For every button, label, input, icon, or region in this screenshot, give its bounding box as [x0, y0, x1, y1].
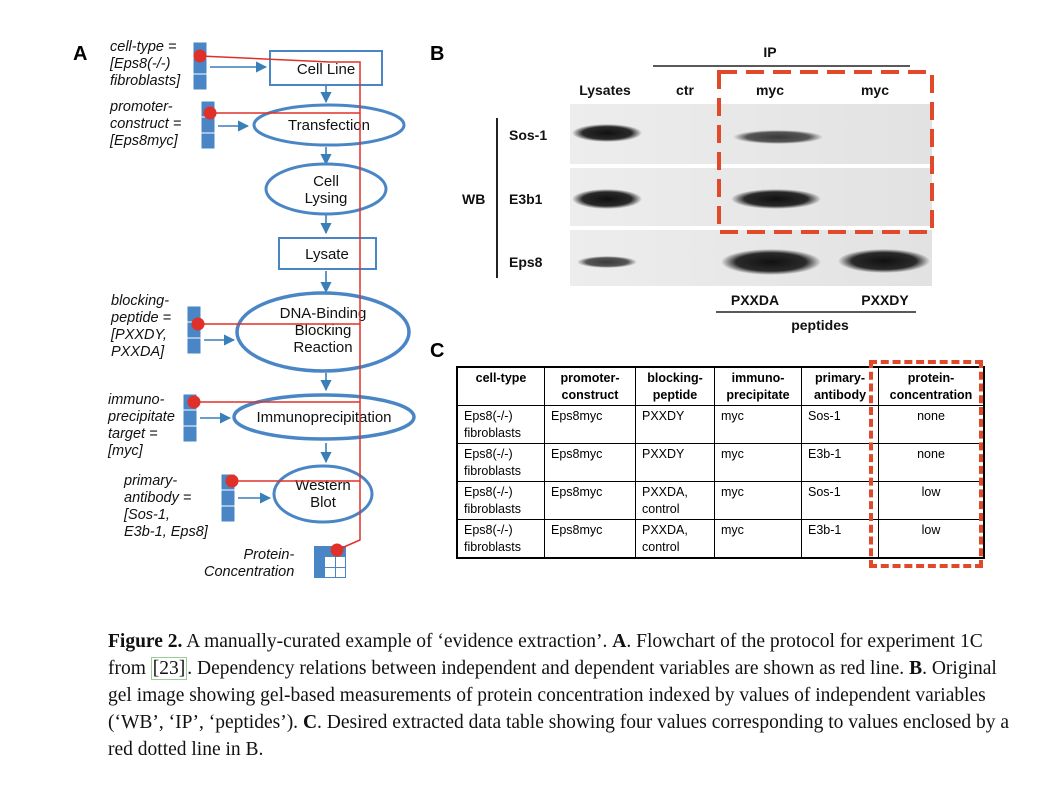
table-row: Eps8(-/-) fibroblasts Eps8myc PXXDY myc E3b-…: [456, 443, 985, 482]
ip-label: IP: [763, 44, 776, 60]
caption-text: . Flowchart of the protocol for experime…: [108, 631, 983, 679]
caption-text: A manually-curated example of ‘evidence …: [182, 631, 613, 652]
table-cell: Eps8myc: [544, 519, 636, 559]
figure-caption: Figure 2. A manually-curated example of …: [108, 628, 1023, 763]
node-label: Lysate: [305, 246, 349, 263]
table-cell: E3b-1: [801, 519, 879, 559]
col-header: protein- concentration: [878, 366, 985, 406]
node-transfection: Transfection: [252, 103, 406, 147]
peptide-pxxda: PXXDA: [731, 292, 779, 308]
table-cell: low: [878, 481, 985, 520]
node-immunoprecipitation: Immunoprecipitation: [232, 393, 416, 441]
node-cell-line: Cell Line: [269, 50, 383, 86]
caption-ref-b: B: [909, 658, 923, 679]
node-cell-lysing: Cell Lysing: [264, 162, 388, 216]
var-primary-antibody: primary- antibody = [Sos-1, E3b-1, Eps8]: [124, 473, 208, 540]
table-cell: myc: [714, 519, 802, 559]
wb-label: WB: [462, 191, 485, 207]
table-cell: myc: [714, 405, 802, 444]
col-myc-1: myc: [756, 82, 784, 98]
table-cell: PXXDA, control: [635, 481, 715, 520]
caption-text: . Dependency relations between independe…: [187, 658, 910, 679]
table-cell: Eps8(-/-) fibroblasts: [456, 481, 545, 520]
table-cell: Sos-1: [801, 481, 879, 520]
table-cell: low: [878, 519, 985, 559]
col-header: blocking- peptide: [635, 366, 715, 406]
panelA-flowchart: A Cell Line Transfection Cell Lysing Lysa…: [73, 41, 416, 578]
var-promoter-construct: promoter- construct = [Eps8myc]: [110, 99, 182, 149]
caption-text: . Original gel image showing gel-based m…: [108, 658, 997, 733]
highlight-box-c: [869, 360, 983, 568]
table-cell: Eps8(-/-) fibroblasts: [456, 405, 545, 444]
table-cell: myc: [714, 443, 802, 482]
table-cell: Sos-1: [801, 405, 879, 444]
extracted-data-table: cell-type promoter- construct blocking- …: [456, 366, 985, 559]
col-header: cell-type: [456, 366, 545, 406]
table-cell: myc: [714, 481, 802, 520]
peptide-pxxdy: PXXDY: [861, 292, 909, 308]
caption-ref-a: A: [612, 631, 627, 652]
table-cell: PXXDY: [635, 405, 715, 444]
node-label: Immunoprecipitation: [256, 409, 391, 426]
table-cell: Eps8myc: [544, 443, 636, 482]
caption-ref-c: C: [302, 712, 318, 733]
panelC-label: C: [430, 340, 445, 362]
node-western-blot: Western Blot: [272, 464, 374, 524]
table-cell: none: [878, 405, 985, 444]
row-sos1: Sos-1: [509, 127, 547, 143]
var-blocking-peptide: blocking- peptide = [PXXDY, PXXDA]: [111, 293, 172, 360]
highlight-box-b: [717, 70, 934, 234]
node-dna-binding-blocking-reaction: DNA-Binding Blocking Reaction: [235, 291, 411, 373]
table-cell: none: [878, 443, 985, 482]
col-ctr: ctr: [676, 82, 694, 98]
table-cell: Eps8myc: [544, 481, 636, 520]
dependency-lines: [194, 55, 361, 551]
row-eps8: Eps8: [509, 254, 543, 270]
table-cell: E3b-1: [801, 443, 879, 482]
table-cell: PXXDY: [635, 443, 715, 482]
gel-strip-e3b1: [570, 168, 932, 226]
peptides-label: peptides: [791, 317, 849, 333]
caption-text: . Desired extracted data table showing f…: [108, 712, 1010, 760]
citation-link[interactable]: [23]: [150, 657, 188, 680]
node-label: Cell Lysing: [305, 173, 348, 207]
var-cell-type: cell-type = [Eps8(-/-) fibroblasts]: [110, 39, 181, 89]
variable-arrows: [200, 61, 272, 504]
node-label: Transfection: [288, 117, 370, 134]
col-header: immuno- precipitate: [714, 366, 802, 406]
node-label: DNA-Binding Blocking Reaction: [280, 305, 367, 356]
node-lysate: Lysate: [278, 237, 377, 270]
col-myc-2: myc: [861, 82, 889, 98]
col-header: primary- antibody: [801, 366, 879, 406]
table-row: Eps8(-/-) fibroblasts Eps8myc PXXDA, contr…: [456, 519, 985, 559]
dependency-dots: [187, 49, 344, 557]
table-header-row: cell-type promoter- construct blocking- …: [456, 366, 985, 406]
gel-strip-eps8: [570, 230, 932, 286]
panelA-label: A: [73, 43, 87, 65]
row-e3b1: E3b1: [509, 191, 543, 207]
figure-label: Figure 2.: [108, 631, 183, 652]
table-row: Eps8(-/-) fibroblasts Eps8myc PXXDY myc Sos-…: [456, 405, 985, 444]
gel-strip-sos1: [570, 104, 932, 164]
col-header: promoter- construct: [544, 366, 636, 406]
var-immunoprecipitate-target: immuno- precipitate target = [myc]: [108, 392, 175, 459]
table-cell: Eps8myc: [544, 405, 636, 444]
table-cell: Eps8(-/-) fibroblasts: [456, 519, 545, 559]
gel-bands: [572, 124, 930, 275]
table-cell: PXXDA, control: [635, 519, 715, 559]
node-label: Cell Line: [297, 61, 355, 78]
table-cell: Eps8(-/-) fibroblasts: [456, 443, 545, 482]
col-lysates: Lysates: [579, 82, 631, 98]
var-protein-concentration: Protein- Concentration: [204, 547, 295, 580]
table-row: Eps8(-/-) fibroblasts Eps8myc PXXDA, contr…: [456, 481, 985, 520]
